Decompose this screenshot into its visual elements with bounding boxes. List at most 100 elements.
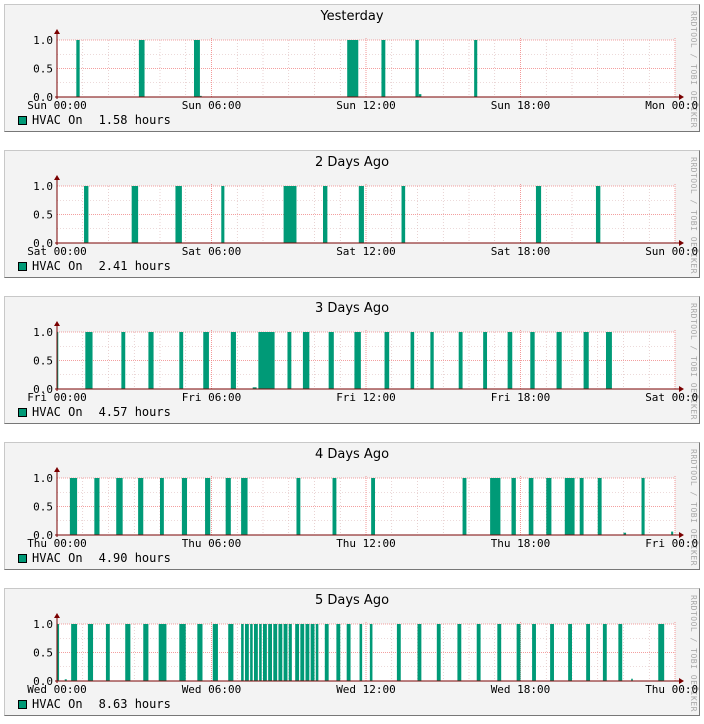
hvac-on-bar — [436, 624, 441, 681]
hvac-on-bar — [546, 478, 552, 535]
hvac-on-bar — [595, 186, 601, 243]
legend-total-hours: 1.58 hours — [98, 113, 171, 127]
hvac-on-bar — [143, 624, 149, 681]
hvac-on-bar — [179, 624, 186, 681]
x-tick-label: Fri 00:00 — [645, 537, 699, 550]
hvac-on-bar — [507, 332, 513, 389]
hvac-on-bar — [85, 332, 93, 389]
x-tick-label: Thu 00:00 — [645, 683, 699, 696]
x-tick-label: Sat 12:00 — [336, 245, 396, 258]
hvac-on-bar — [322, 186, 328, 243]
hvac-on-bar — [476, 624, 481, 681]
hvac-on-blip — [671, 531, 674, 535]
legend-series-name: HVAC On — [32, 405, 83, 419]
y-axis-arrow — [54, 29, 60, 34]
hvac-on-bar — [417, 624, 422, 681]
legend-series-name: HVAC On — [32, 259, 83, 273]
hvac-on-blip — [623, 532, 627, 535]
hvac-on-bar — [530, 332, 535, 389]
hvac-on-bar — [212, 624, 218, 681]
y-tick-label: 1.0 — [33, 34, 53, 47]
graph-panel: Yesterday RRDTOOL / TOBI OETIKER 0.0 0.5 1.0… — [4, 4, 700, 132]
y-tick-label: 1.0 — [33, 180, 53, 193]
hvac-on-bar — [410, 332, 415, 389]
legend-swatch — [18, 699, 27, 709]
hvac-on-bar — [283, 186, 297, 243]
legend: HVAC On 1.58 hours — [18, 113, 171, 127]
hvac-on-bar — [158, 624, 167, 681]
hvac-on-bar — [516, 624, 521, 681]
hvac-on-bar — [179, 332, 184, 389]
hvac-on-bar — [457, 624, 462, 681]
x-axis-arrow — [679, 386, 684, 392]
hvac-on-bar — [258, 332, 275, 389]
hvac-on-bar — [138, 478, 144, 535]
y-tick-label: 1.0 — [33, 472, 53, 485]
hvac-on-bar — [116, 478, 123, 535]
x-tick-label: Sat 00:00 — [645, 391, 699, 404]
legend-series-name: HVAC On — [32, 551, 83, 565]
hvac-on-bar — [528, 478, 534, 535]
x-tick-label: Wed 12:00 — [336, 683, 396, 696]
x-tick-label: Fri 06:00 — [182, 391, 242, 404]
hvac-on-bar — [259, 624, 262, 681]
hvac-on-bar — [369, 624, 373, 681]
hvac-on-bar — [205, 478, 211, 535]
legend: HVAC On 2.41 hours — [18, 259, 171, 273]
hvac-on-bar — [203, 332, 209, 389]
rrdtool-watermark: RRDTOOL / TOBI OETIKER — [689, 157, 698, 274]
hvac-on-bar — [597, 478, 602, 535]
x-tick-label: Sun 00:00 — [645, 245, 699, 258]
hvac-on-bar — [287, 332, 292, 389]
hvac-on-blip — [418, 94, 422, 97]
hvac-on-bar — [71, 624, 78, 681]
hvac-on-bar — [302, 332, 310, 389]
x-axis-arrow — [679, 240, 684, 246]
hvac-on-bar — [138, 40, 145, 97]
hvac-on-bar — [401, 186, 406, 243]
graph-title: 5 Days Ago — [314, 593, 390, 608]
hvac-on-bar — [384, 332, 390, 389]
y-tick-label: 0.0 — [33, 237, 53, 250]
hvac-on-bar — [511, 478, 516, 535]
x-axis-arrow — [679, 532, 684, 538]
hvac-on-bar — [221, 186, 225, 243]
x-tick-label: Sun 12:00 — [336, 99, 396, 112]
hvac-on-bar — [57, 624, 60, 681]
graph-plot: 0.0 0.5 1.0 Fri 00:00 Fri 06:00 Fri 12:00 Fri … — [27, 321, 699, 404]
hvac-on-bar — [76, 40, 80, 97]
graph-panel: 3 Days Ago RRDTOOL / TOBI OETIKER 0.0 0.5 1.… — [4, 296, 700, 424]
hvac-on-bar — [175, 186, 182, 243]
legend-total-hours: 2.41 hours — [98, 259, 171, 273]
y-tick-label: 0.5 — [33, 209, 53, 222]
x-tick-label: Thu 06:00 — [182, 537, 242, 550]
hvac-on-bar — [641, 478, 645, 535]
y-tick-label: 0.5 — [33, 647, 53, 660]
y-tick-label: 0.0 — [33, 675, 53, 688]
hvac-on-bar — [295, 624, 300, 681]
hvac-on-bar — [278, 624, 283, 681]
hvac-on-blip — [64, 679, 67, 681]
hvac-on-bar — [556, 332, 562, 389]
x-tick-label: Wed 06:00 — [182, 683, 242, 696]
graph-plot: 0.0 0.5 1.0 Sun 00:00 Sun 06:00 Sun 12:00 Sun … — [27, 29, 699, 112]
graph-panel: 5 Days Ago RRDTOOL / TOBI OETIKER 0.0 0.5 1.… — [4, 588, 700, 716]
rrdtool-watermark: RRDTOOL / TOBI OETIKER — [689, 303, 698, 420]
hvac-on-bar — [273, 624, 278, 681]
x-tick-label: Mon 00:00 — [645, 99, 699, 112]
x-tick-label: Fri 12:00 — [336, 391, 396, 404]
graph-title: 2 Days Ago — [314, 155, 390, 170]
x-tick-label: Fri 18:00 — [491, 391, 551, 404]
legend-total-hours: 8.63 hours — [98, 697, 171, 711]
hvac-on-bar — [310, 624, 315, 681]
hvac-on-bar — [605, 332, 612, 389]
y-tick-label: 0.5 — [33, 63, 53, 76]
x-tick-label: Sat 18:00 — [491, 245, 551, 258]
hvac-on-bar — [586, 624, 591, 681]
legend-total-hours: 4.57 hours — [98, 405, 171, 419]
hvac-on-bar — [336, 624, 341, 681]
y-axis-arrow — [54, 467, 60, 472]
hvac-on-bar — [230, 332, 236, 389]
x-tick-label: Wed 00:00 — [27, 683, 87, 696]
legend-swatch — [18, 261, 27, 271]
